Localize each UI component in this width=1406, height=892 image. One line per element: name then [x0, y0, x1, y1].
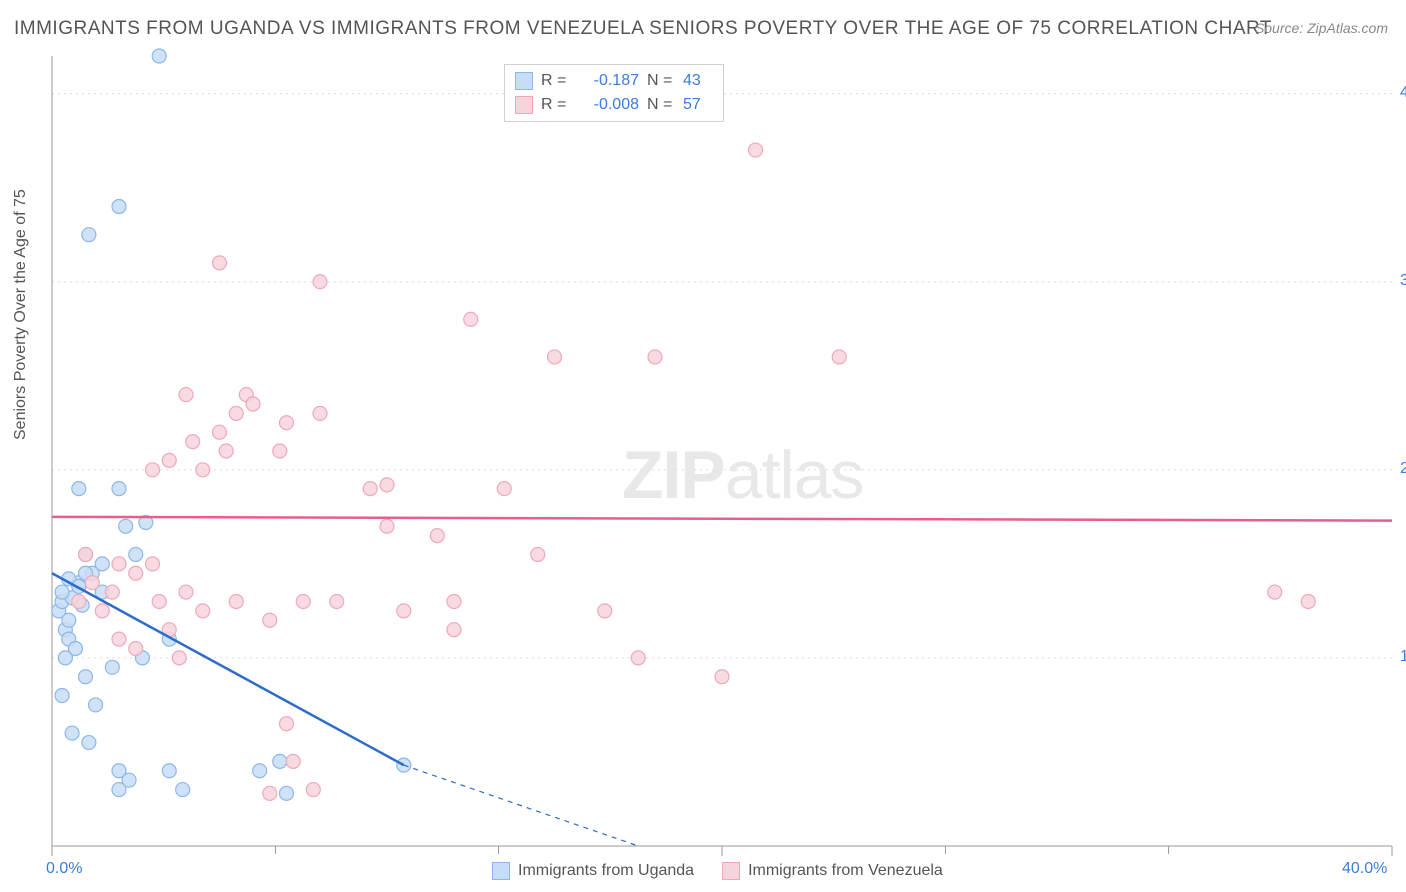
chart-title: IMMIGRANTS FROM UGANDA VS IMMIGRANTS FRO… — [14, 18, 1272, 40]
venezuela-r-value: -0.008 — [577, 96, 639, 114]
r-label: R = — [541, 72, 569, 90]
uganda-swatch — [515, 72, 533, 90]
uganda-n-value: 43 — [683, 72, 713, 90]
venezuela-swatch — [515, 96, 533, 114]
venezuela-n-value: 57 — [683, 96, 713, 114]
n-label: N = — [647, 72, 675, 90]
source-attribution: Source: ZipAtlas.com — [1255, 20, 1388, 36]
series-legend: Immigrants from Uganda Immigrants from V… — [492, 862, 943, 880]
uganda-r-value: -0.187 — [577, 72, 639, 90]
y-tick-label: 40.0% — [1400, 84, 1406, 102]
y-tick-label: 10.0% — [1400, 648, 1406, 666]
scatter-plot-svg — [52, 56, 1392, 846]
venezuela-series-label: Immigrants from Venezuela — [748, 862, 943, 880]
uganda-swatch-icon — [492, 862, 510, 880]
venezuela-swatch-icon — [722, 862, 740, 880]
r-label: R = — [541, 96, 569, 114]
chart-area: ZIPatlas R = -0.187 N = 43 R = -0.008 N … — [52, 56, 1392, 846]
legend-row-uganda: R = -0.187 N = 43 — [515, 69, 713, 93]
x-tick-label: 40.0% — [1342, 860, 1387, 878]
y-tick-label: 20.0% — [1400, 460, 1406, 478]
uganda-series-label: Immigrants from Uganda — [518, 862, 694, 880]
legend-row-venezuela: R = -0.008 N = 57 — [515, 93, 713, 117]
legend-item-venezuela: Immigrants from Venezuela — [722, 862, 943, 880]
legend-item-uganda: Immigrants from Uganda — [492, 862, 694, 880]
y-axis-label: Seniors Poverty Over the Age of 75 — [12, 189, 30, 440]
correlation-legend: R = -0.187 N = 43 R = -0.008 N = 57 — [504, 64, 724, 122]
x-tick-label: 0.0% — [46, 860, 82, 878]
y-tick-label: 30.0% — [1400, 272, 1406, 290]
n-label: N = — [647, 96, 675, 114]
